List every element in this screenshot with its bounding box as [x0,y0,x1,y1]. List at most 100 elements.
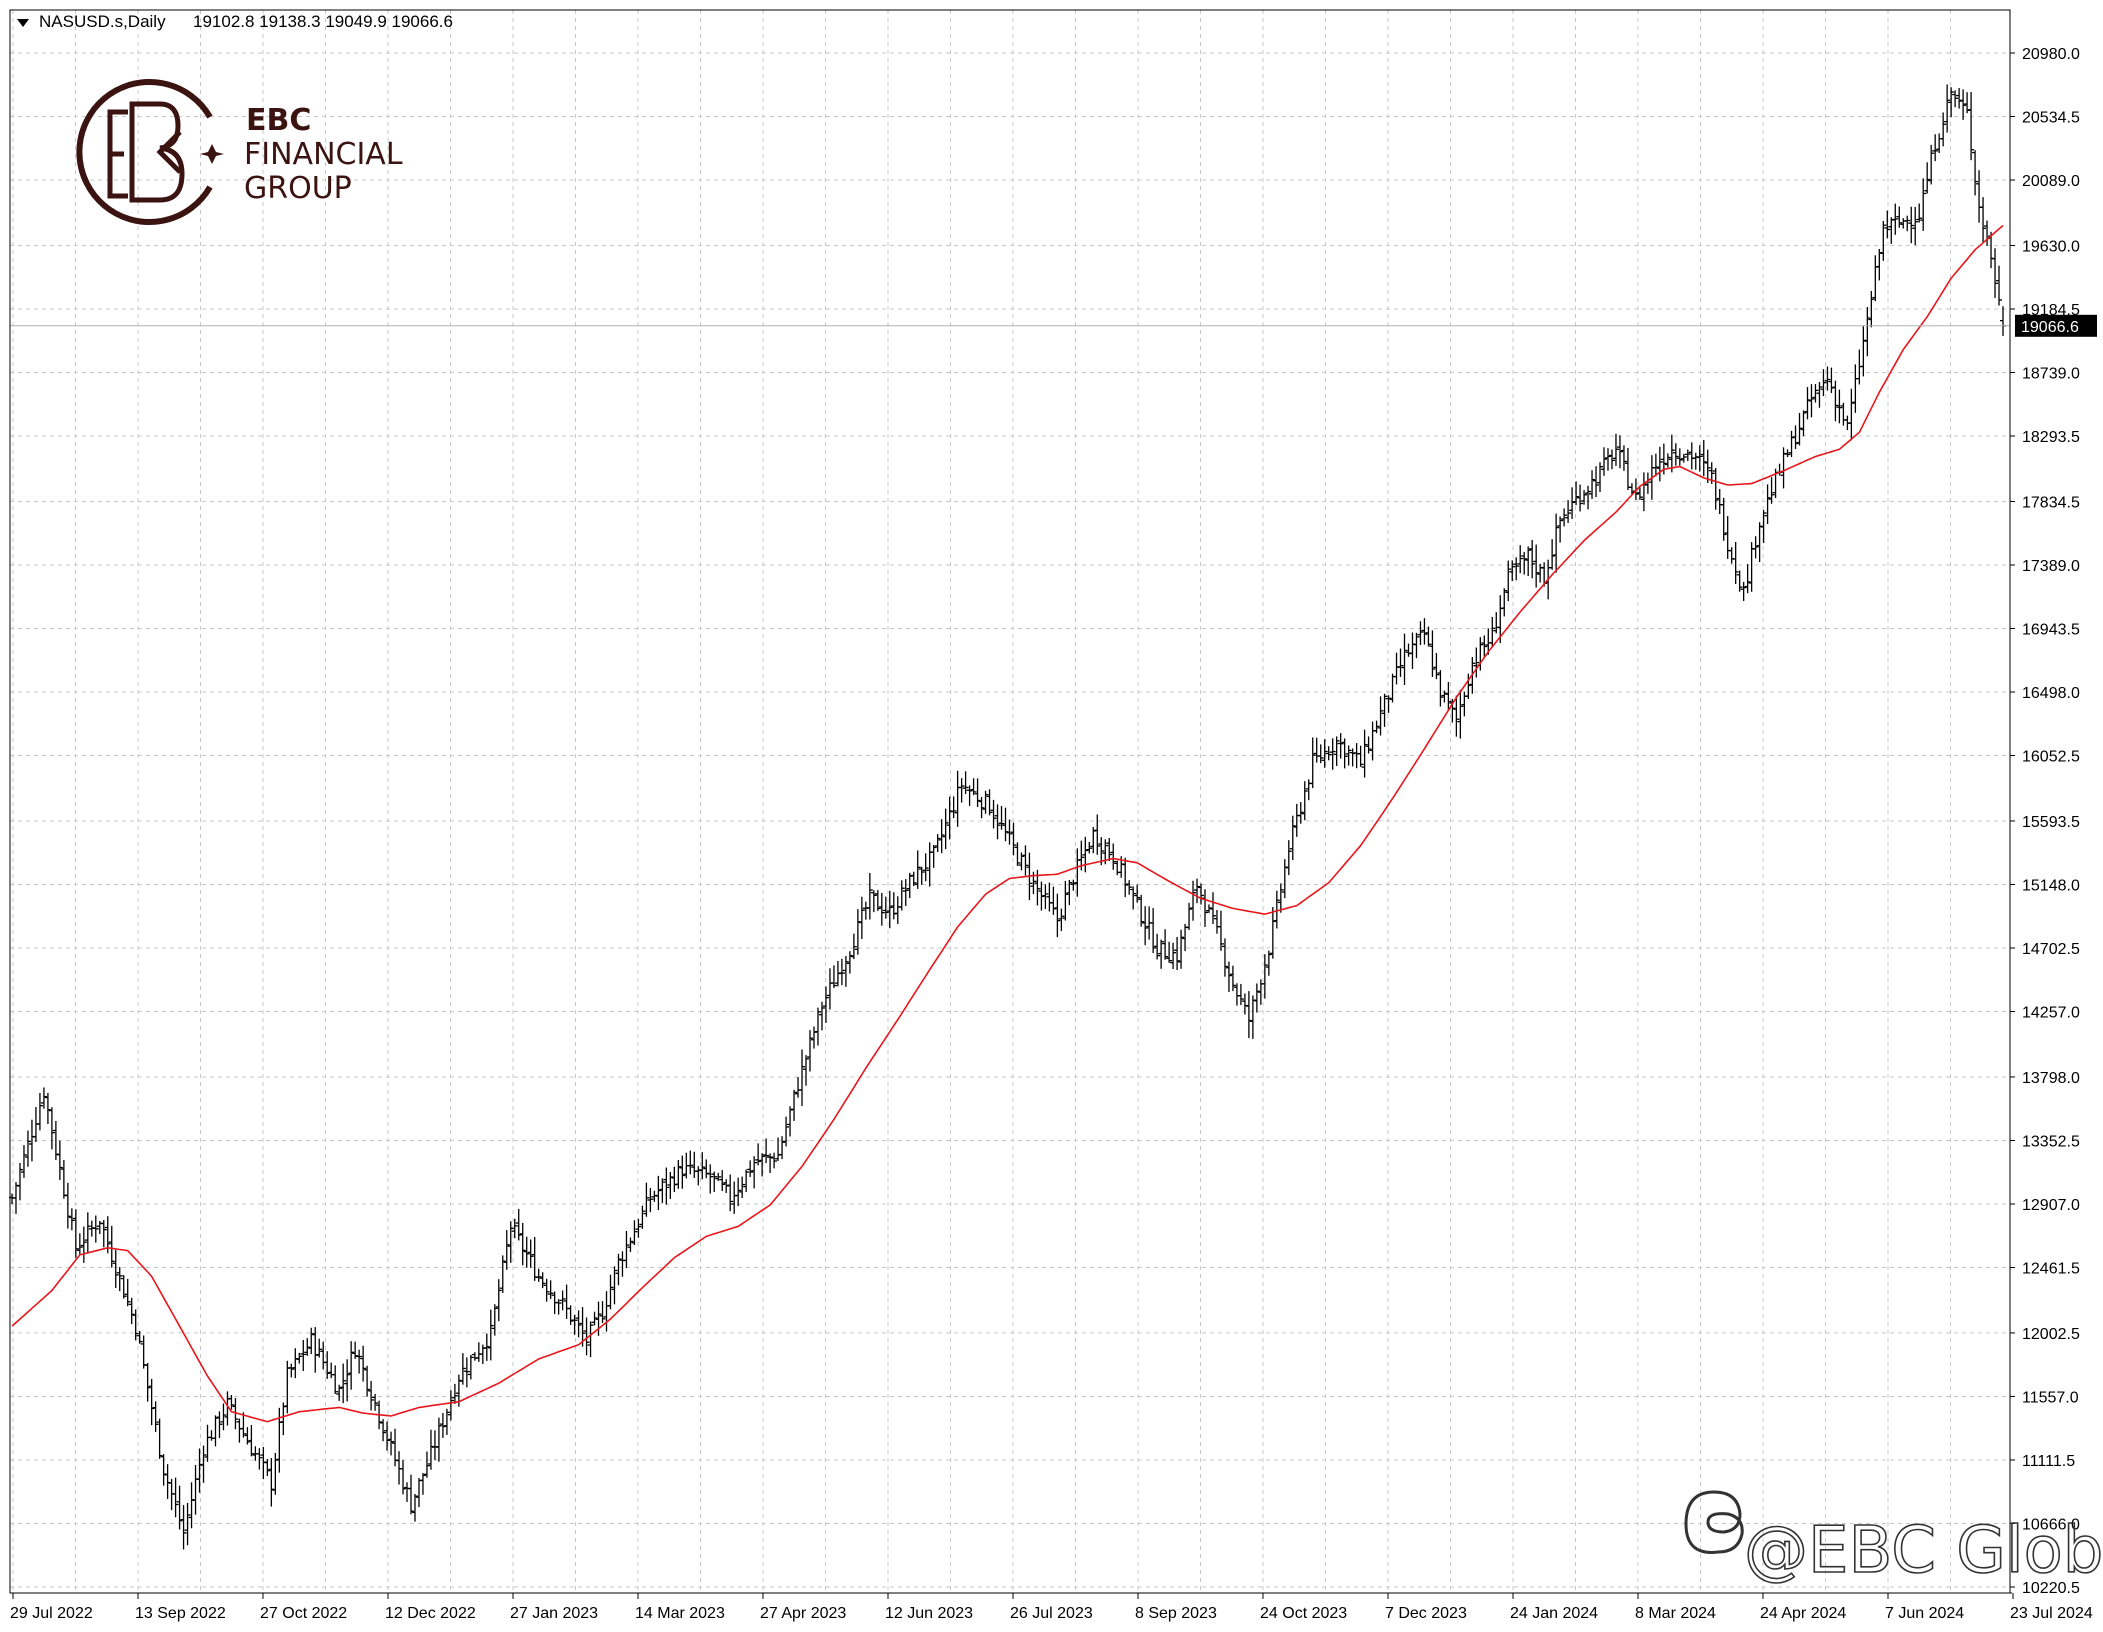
ohlc-bar [515,1208,522,1241]
ohlc-bar [56,1140,63,1180]
ohlc-bar [1277,883,1284,913]
ohlc-bar [579,1307,586,1347]
ohlc-bar [1932,134,1939,162]
ohlc-bar [990,799,997,829]
ohlc-bar [1130,886,1137,910]
ohlc-bar [300,1339,307,1372]
ohlc-bar [1816,382,1823,408]
ohlc-bar [1940,112,1947,147]
ohlc-bar [1457,689,1464,739]
ohlc-bar [1289,815,1296,861]
ohlc-bar [1138,894,1145,927]
ohlc-bar [1557,516,1564,543]
ohlc-bar [407,1474,414,1515]
ohlc-bar [663,1167,670,1205]
ohlc-bar [970,778,977,796]
ohlc-bar [727,1174,734,1212]
x-tick-label: 8 Sep 2023 [1135,1605,1217,1622]
ohlc-bar [1186,902,1193,930]
ohlc-bar [555,1299,562,1315]
ohlc-bar [491,1304,498,1336]
ohlc-bar [763,1138,770,1164]
ohlc-bar [1756,522,1763,563]
ohlc-bar [1601,447,1608,476]
ohlc-bar [1553,513,1560,573]
ohlc-bar [1956,88,1963,109]
ohlc-bar [1836,389,1843,424]
ohlc-bar [459,1353,466,1385]
y-tick-label: 20089.0 [2022,173,2080,190]
ohlc-bar [1433,653,1440,680]
logo-letter-b [129,101,185,203]
ohlc-bar [1373,720,1380,734]
ohlc-bar [814,1007,821,1046]
logo-line-3: GROUP [244,171,352,206]
ohlc-bar [1221,938,1228,977]
logo-ring [76,79,213,225]
ohlc-bar [611,1266,618,1305]
ohlc-bar [1205,904,1212,914]
ohlc-bar [707,1164,714,1194]
ohlc-bar [1445,682,1452,710]
ohlc-bar [176,1485,183,1530]
x-tick-label: 27 Jan 2023 [510,1605,598,1622]
ohlc-bar [1573,481,1580,506]
ohlc-bar [659,1178,666,1204]
ohlc-bar [124,1278,131,1307]
ohlc-bar [1589,470,1596,499]
ohlc-bar [918,866,925,885]
ohlc-bar [1253,983,1260,1013]
ohlc-bar [759,1153,766,1177]
ohlc-bar [1082,836,1089,873]
ohlc-bar [1209,892,1216,924]
ohlc-bar [196,1448,203,1493]
ohlc-bar [1904,215,1911,232]
ohlc-bar [958,778,965,803]
ohlc-bar [332,1365,339,1394]
logo-letter-e [107,109,128,199]
ohlc-bar [136,1330,143,1344]
ohlc-bar [946,796,953,840]
y-tick-label: 12002.5 [2022,1326,2080,1343]
ohlc-bar [148,1378,155,1426]
ohlc-bar [1980,197,1987,243]
ohlc-bar [439,1412,446,1438]
ohlc-bar [152,1401,159,1433]
ohlc-bar [180,1505,187,1550]
ohlc-bar [1796,412,1803,446]
ohlc-bar [567,1305,574,1326]
ohlc-bar [938,819,945,854]
ohlc-bar [1652,453,1659,477]
ohlc-bar [587,1321,594,1358]
x-axis: 29 Jul 2022 13 Sep 2022 27 Oct 2022 12 Dec … [10,1593,2093,1622]
ohlc-bar [128,1297,135,1325]
ohlc-bar [1892,203,1899,235]
chevron-down-icon[interactable] [17,19,29,27]
y-axis: 20980.0 20534.5 20089.0 19630.0 19184.5 18739… [2010,46,2080,1597]
ohlc-bar [1190,880,1197,921]
ohlc-bar [519,1222,526,1266]
moving-average-line [11,224,2004,1423]
ohlc-bar [854,909,861,955]
ohlc-bar [1317,744,1324,764]
ohlc-bar [296,1352,303,1364]
ohlc-bar [942,808,949,850]
ohlc-bar [1513,557,1520,581]
ohlc-bar [1608,449,1615,470]
ohlc-bar [172,1477,179,1518]
ohlc-bar [1401,633,1408,685]
y-tick-label: 17834.5 [2022,494,2080,511]
ohlc-bar [1860,326,1867,377]
ohlc-bar [1828,367,1835,393]
ohlc-bar [994,804,1001,840]
ohlc-bar [1812,384,1819,403]
ohlc-bar [595,1301,602,1336]
ohlc-bar [1006,819,1013,845]
ohlc-bar [1620,445,1627,471]
y-tick-label: 12907.0 [2022,1197,2080,1214]
ohlc-bar [1489,616,1496,647]
ohlc-bar [268,1458,275,1507]
ohlc-bar [623,1230,630,1269]
